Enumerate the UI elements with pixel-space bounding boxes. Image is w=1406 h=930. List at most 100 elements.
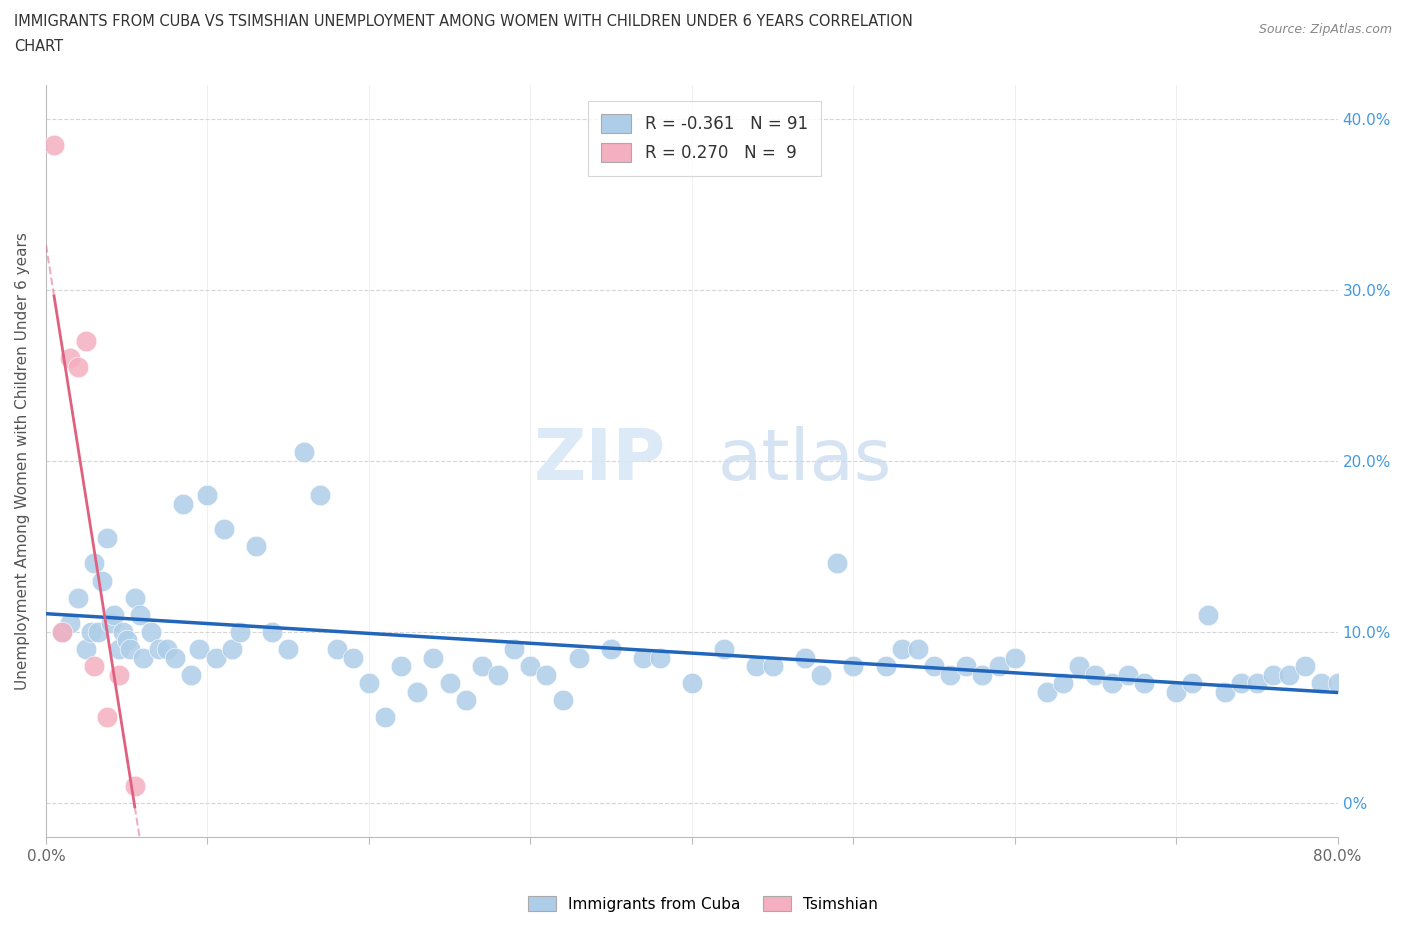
Point <box>471 658 494 673</box>
Point <box>112 624 135 639</box>
Text: CHART: CHART <box>14 39 63 54</box>
Point <box>907 642 929 657</box>
Point <box>156 642 179 657</box>
Point <box>51 624 73 639</box>
Point <box>1166 684 1188 699</box>
Point <box>75 334 97 349</box>
Point <box>100 616 122 631</box>
Point <box>260 624 283 639</box>
Point <box>793 650 815 665</box>
Point <box>842 658 865 673</box>
Point <box>633 650 655 665</box>
Point <box>245 539 267 554</box>
Point <box>1358 787 1381 802</box>
Point <box>342 650 364 665</box>
Point <box>96 710 118 724</box>
Point <box>1326 676 1348 691</box>
Legend: R = -0.361   N = 91, R = 0.270   N =  9: R = -0.361 N = 91, R = 0.270 N = 9 <box>588 100 821 176</box>
Point <box>103 607 125 622</box>
Point <box>1133 676 1156 691</box>
Point <box>148 642 170 657</box>
Point <box>1004 650 1026 665</box>
Point <box>59 616 82 631</box>
Point <box>1084 667 1107 682</box>
Point <box>761 658 783 673</box>
Point <box>128 607 150 622</box>
Point <box>568 650 591 665</box>
Point <box>1343 667 1365 682</box>
Point <box>1310 676 1333 691</box>
Point <box>292 445 315 459</box>
Point <box>80 624 103 639</box>
Point <box>536 667 558 682</box>
Point <box>486 667 509 682</box>
Point <box>745 658 768 673</box>
Point <box>503 642 526 657</box>
Point <box>83 658 105 673</box>
Point <box>1052 676 1074 691</box>
Y-axis label: Unemployment Among Women with Children Under 6 years: Unemployment Among Women with Children U… <box>15 232 30 690</box>
Point <box>810 667 832 682</box>
Text: atlas: atlas <box>717 426 891 496</box>
Point <box>648 650 671 665</box>
Point <box>825 556 848 571</box>
Point <box>955 658 977 673</box>
Text: Source: ZipAtlas.com: Source: ZipAtlas.com <box>1258 23 1392 36</box>
Point <box>124 591 146 605</box>
Point <box>124 778 146 793</box>
Point <box>212 522 235 537</box>
Point <box>681 676 703 691</box>
Text: ZIP: ZIP <box>534 426 666 496</box>
Point <box>86 624 108 639</box>
Point <box>357 676 380 691</box>
Legend: Immigrants from Cuba, Tsimshian: Immigrants from Cuba, Tsimshian <box>522 889 884 918</box>
Point <box>204 650 226 665</box>
Point <box>325 642 347 657</box>
Point <box>1116 667 1139 682</box>
Point <box>1181 676 1204 691</box>
Point <box>987 658 1010 673</box>
Point <box>1036 684 1059 699</box>
Point <box>42 137 65 152</box>
Point <box>1278 667 1301 682</box>
Point <box>59 351 82 365</box>
Point <box>875 658 897 673</box>
Point <box>67 359 90 374</box>
Point <box>454 693 477 708</box>
Point <box>1261 667 1284 682</box>
Point <box>118 642 141 657</box>
Point <box>83 556 105 571</box>
Point <box>67 591 90 605</box>
Point <box>1213 684 1236 699</box>
Point <box>1229 676 1251 691</box>
Point <box>439 676 461 691</box>
Point <box>374 710 396 724</box>
Point <box>1069 658 1091 673</box>
Point <box>277 642 299 657</box>
Point <box>1198 607 1220 622</box>
Point <box>600 642 623 657</box>
Point <box>165 650 187 665</box>
Point <box>51 624 73 639</box>
Point <box>139 624 162 639</box>
Point <box>91 573 114 588</box>
Point <box>107 667 129 682</box>
Point <box>713 642 735 657</box>
Point <box>221 642 243 657</box>
Point <box>197 487 219 502</box>
Point <box>389 658 412 673</box>
Point <box>309 487 332 502</box>
Point <box>939 667 962 682</box>
Point <box>180 667 202 682</box>
Point <box>96 530 118 545</box>
Point <box>188 642 211 657</box>
Point <box>172 497 194 512</box>
Point <box>890 642 912 657</box>
Point <box>132 650 155 665</box>
Point <box>972 667 994 682</box>
Point <box>75 642 97 657</box>
Point <box>228 624 250 639</box>
Point <box>551 693 574 708</box>
Point <box>519 658 541 673</box>
Text: IMMIGRANTS FROM CUBA VS TSIMSHIAN UNEMPLOYMENT AMONG WOMEN WITH CHILDREN UNDER 6: IMMIGRANTS FROM CUBA VS TSIMSHIAN UNEMPL… <box>14 14 912 29</box>
